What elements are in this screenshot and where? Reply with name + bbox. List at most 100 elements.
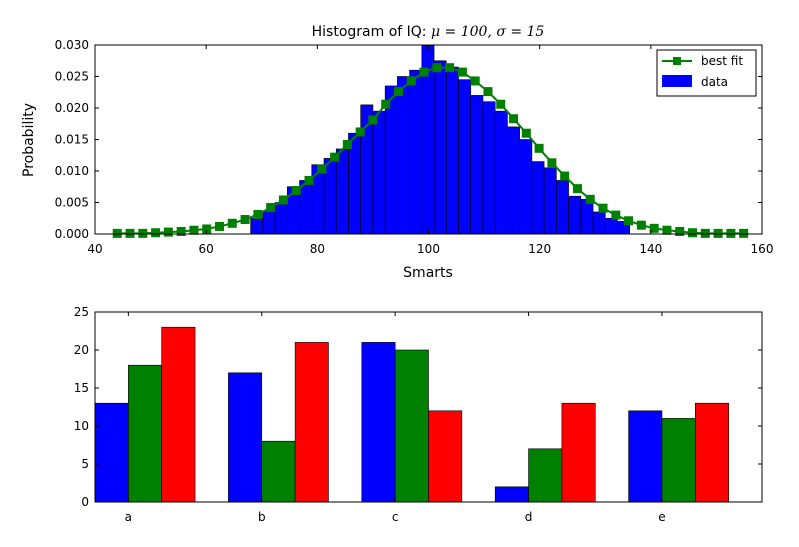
best-fit-point [266,203,276,213]
histogram-bar [470,95,484,235]
grouped-bar [628,410,663,503]
best-fit-point [112,228,122,238]
best-fit-point [342,140,352,150]
best-fit-point [739,228,749,238]
best-fit-point [419,67,429,77]
best-fit-line [112,63,749,238]
bar-y-tick-label: 5 [81,457,89,471]
bar-chart-axes: a b c d e 0 5 10 15 20 25 [74,305,763,524]
histogram-bar [274,202,288,235]
grouped-bar [294,342,329,503]
x-tick-label: 60 [199,242,214,256]
category-label: b [258,510,266,524]
x-tick-label: 100 [417,242,440,256]
histogram-bars [250,44,631,235]
best-fit-point [585,194,595,204]
bar-chart-y-ticks: 0 5 10 15 20 25 [74,305,762,509]
legend: best fit data [656,49,757,97]
histogram-bar [507,126,520,235]
best-fit-point [534,143,544,153]
histogram-axes: 40 60 80 100 120 140 160 0.0000.0050.0100.0150… [21,24,773,281]
histogram-y-ticks: 0.000 0.005 0.010 0.015 0.020 0.025 0.030 [55,38,762,241]
histogram-bar [409,69,423,235]
x-tick-label: 40 [87,242,102,256]
grouped-bar [661,418,696,503]
histogram-bar [458,79,472,235]
legend-data-swatch [662,75,692,87]
histogram-bar [543,167,557,235]
x-tick-label: 140 [639,242,662,256]
best-fit-point [521,128,531,138]
best-fit-point [598,203,608,213]
histogram-bar [604,217,618,235]
best-fit-point [176,226,186,236]
best-fit-point [572,184,582,194]
best-fit-point [355,127,365,137]
histogram-title: Histogram of IQ: μ = 100, σ = 15 [312,24,545,40]
y-tick-label: 0.020 [55,101,89,115]
histogram-bar [494,110,508,235]
best-fit-point [713,228,723,238]
best-fit-point [445,63,455,73]
histogram-bar [250,217,264,235]
histogram-bar [335,148,349,235]
bar-y-tick-label: 0 [81,495,89,509]
best-fit-point [330,152,340,162]
best-fit-point [125,228,135,238]
category-label: e [658,510,665,524]
histogram-bar [397,76,410,235]
x-tick-label: 80 [310,242,325,256]
x-tick-label: 160 [751,242,774,256]
best-fit-point [662,225,672,235]
grouped-bar [394,349,429,503]
best-fit-point [381,99,391,109]
grouped-bar [161,326,196,503]
y-tick-label: 0.025 [55,70,89,84]
grouped-bar [428,410,463,503]
best-fit-point [202,224,212,234]
histogram-bar [556,180,569,235]
y-tick-label: 0.010 [55,164,89,178]
best-fit-point [547,158,557,168]
best-fit-point [317,164,327,174]
histogram-bar [592,211,606,235]
histogram-bar [519,139,533,235]
best-fit-point [470,76,480,86]
best-fit-point [560,171,570,181]
bar-y-tick-label: 20 [74,343,89,357]
bar-chart-x-ticks: a b c d e [125,312,666,524]
legend-label-data: data [701,75,728,89]
y-tick-label: 0.015 [55,133,89,147]
best-fit-point [253,209,263,219]
best-fit-point [509,114,519,124]
best-fit-point [291,186,301,196]
grouped-bar [494,486,529,503]
bar-y-tick-label: 25 [74,305,89,319]
best-fit-point [688,228,698,238]
best-fit-point [624,216,634,226]
grouped-bar [94,402,129,503]
best-fit-point [393,87,403,97]
bar-y-tick-label: 15 [74,381,89,395]
best-fit-point [368,115,378,125]
category-label: d [525,510,533,524]
grouped-bar [261,440,296,503]
best-fit-point [636,220,646,230]
histogram-bar [580,199,594,235]
best-fit-point [726,228,736,238]
category-label: c [392,510,399,524]
histogram-bar [262,211,276,235]
histogram-bar [482,101,496,235]
best-fit-point [406,76,416,86]
best-fit-point [138,228,148,238]
y-tick-label: 0.030 [55,38,89,52]
histogram-bar [445,66,459,235]
best-fit-point [240,215,250,225]
bar-y-tick-label: 10 [74,419,89,433]
best-fit-point [649,223,659,233]
bar-chart-frame [94,311,763,503]
grouped-bar [128,364,163,503]
best-fit-point [227,218,237,228]
best-fit-point [675,226,685,236]
best-fit-point [278,195,288,205]
